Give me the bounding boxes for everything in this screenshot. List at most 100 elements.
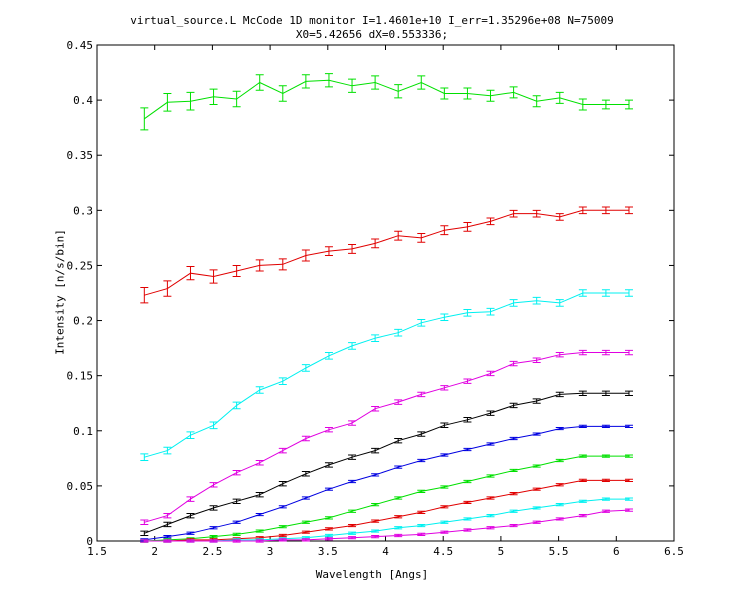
series-10-point — [324, 537, 333, 541]
series-7-point — [555, 458, 564, 463]
series-3-point — [278, 377, 287, 385]
series-1-point — [163, 92, 172, 112]
series-5-point — [440, 422, 449, 428]
series-4-point — [232, 469, 241, 476]
series-10-point — [348, 536, 357, 540]
series-6-line — [144, 425, 629, 541]
x-tick-label: 2.5 — [202, 545, 222, 558]
series-1-point — [440, 87, 449, 100]
series-2-point — [624, 206, 633, 215]
series-4-point — [624, 349, 633, 356]
series-5-point — [278, 480, 287, 487]
series-2-point — [278, 258, 287, 271]
series-4-point — [209, 482, 218, 488]
series-1-point — [555, 91, 564, 104]
series-1-line — [144, 79, 629, 120]
series-3-line — [144, 292, 629, 458]
series-6-point — [463, 447, 472, 452]
x-tick-label: 5 — [498, 545, 505, 558]
series-6-point — [532, 432, 541, 436]
series-10-point — [440, 530, 449, 534]
series-5-point — [394, 437, 403, 444]
series-3-point — [486, 307, 495, 316]
series-8-point — [417, 510, 426, 514]
series-2-point — [348, 244, 357, 254]
series-3-point — [140, 453, 149, 462]
series-10-point — [232, 539, 241, 543]
series-2-point — [394, 230, 403, 241]
series-6-point — [324, 487, 333, 491]
series-10-point — [255, 539, 264, 543]
x-axis-label: Wavelength [Angs] — [315, 568, 429, 581]
series-6-point — [232, 520, 241, 524]
series-7-point — [440, 485, 449, 489]
series-5-point — [486, 410, 495, 416]
series-4-point — [348, 420, 357, 426]
series-3-point — [624, 289, 633, 297]
series-7-point — [578, 454, 587, 458]
series-1-point — [232, 90, 241, 108]
series-8-point — [371, 519, 380, 523]
series-3-point — [417, 318, 426, 327]
series-1-point — [371, 75, 380, 90]
series-7-point — [463, 479, 472, 484]
series-4-point — [255, 460, 264, 466]
series-3-point — [371, 334, 380, 342]
series-7-point — [417, 489, 426, 494]
y-axis-label: Intensity [n/s/bin] — [53, 229, 67, 355]
series-4-point — [394, 399, 403, 405]
series-7-point — [371, 503, 380, 507]
series-8-point — [624, 478, 633, 482]
series-2-line — [144, 209, 629, 296]
series-1-point — [463, 87, 472, 100]
series-10-point — [140, 539, 149, 543]
series-2-point — [555, 213, 564, 221]
series-8-point — [578, 478, 587, 482]
series-10-point — [509, 523, 518, 528]
series-5-point — [301, 471, 310, 477]
series-9-point — [394, 526, 403, 530]
series-3-point — [255, 386, 264, 394]
series-3-point — [163, 446, 172, 455]
series-5-point — [417, 431, 426, 437]
series-9-point — [578, 499, 587, 503]
series-9-point — [555, 503, 564, 507]
series-9-point — [509, 509, 518, 513]
series-10-point — [486, 526, 495, 530]
series-6-point — [348, 479, 357, 484]
series-1-point — [624, 99, 633, 110]
series-8-point — [509, 492, 518, 496]
series-5-point — [624, 390, 633, 397]
series-4-point — [186, 496, 195, 502]
y-tick-label: 0.45 — [67, 39, 94, 52]
series-2-point — [186, 266, 195, 281]
series-8-point — [324, 527, 333, 531]
series-10-point — [532, 520, 541, 524]
series-1-point — [348, 78, 357, 93]
series-3-point — [324, 352, 333, 360]
series-6-point — [440, 453, 449, 457]
series-5-point — [348, 454, 357, 460]
series-3-point — [186, 431, 195, 439]
series-2-point — [440, 225, 449, 236]
series-6-point — [509, 436, 518, 441]
series-3-point — [232, 401, 241, 410]
series-3-point — [440, 313, 449, 322]
series-7-line — [144, 455, 629, 542]
y-tick-label: 0.3 — [73, 204, 93, 217]
chart-title: virtual_source.L McCode 1D monitor I=1.4… — [130, 14, 614, 27]
series-4-point — [463, 378, 472, 384]
series-5-point — [578, 390, 587, 397]
series-7-point — [301, 520, 310, 524]
series-2-point — [209, 269, 218, 284]
series-5-point — [163, 521, 172, 528]
series-7-point — [232, 532, 241, 536]
series-4-point — [486, 370, 495, 377]
series-5-point — [532, 398, 541, 404]
series-4-point — [555, 352, 564, 358]
series-5-point — [601, 390, 610, 397]
series-10-point — [624, 508, 633, 512]
series-4-point — [163, 512, 172, 519]
series-5-line — [144, 392, 629, 534]
series-3-point — [463, 309, 472, 317]
